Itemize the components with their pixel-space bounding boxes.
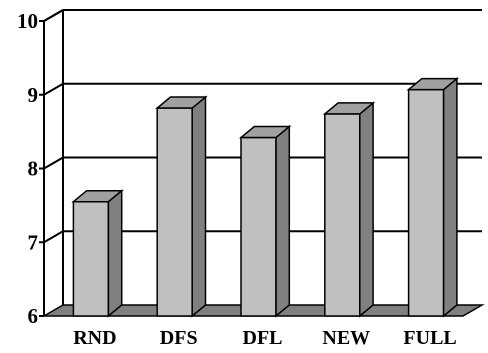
- x-tick-label: DFL: [243, 327, 283, 349]
- bar: [155, 95, 208, 318]
- y-tick-label: 9: [28, 83, 39, 107]
- bar-top: [238, 125, 292, 139]
- bar: [71, 189, 124, 318]
- y-tick-label: 10: [17, 9, 38, 33]
- bar-top: [155, 96, 208, 109]
- y-tick-label: 7: [28, 230, 39, 254]
- bar-top: [322, 102, 376, 115]
- x-tick-labels: RND DFS DFL NEW FULL: [73, 327, 457, 349]
- gridline-side: [43, 82, 64, 96]
- bar-side: [275, 124, 291, 318]
- bar-front: [72, 200, 110, 317]
- bars: [71, 76, 459, 318]
- y-tick-labels: 6 7 8 9 10: [17, 9, 44, 328]
- bar-front: [324, 113, 361, 317]
- x-tick-label: RND: [73, 327, 116, 349]
- bar-side: [442, 76, 458, 318]
- bar: [238, 124, 292, 318]
- gridline-side: [43, 156, 64, 170]
- bar: [322, 101, 376, 318]
- bar-front: [407, 88, 445, 317]
- bar-side: [191, 95, 207, 318]
- bar-top: [71, 189, 124, 203]
- bar-side: [359, 101, 374, 318]
- bar: [406, 76, 459, 318]
- gridline-side: [43, 230, 64, 244]
- bar-top: [406, 77, 459, 91]
- x-tick-label: FULL: [403, 327, 456, 349]
- y-tick-label: 6: [28, 304, 39, 328]
- x-tick-label: NEW: [322, 327, 370, 349]
- y-tick-label: 8: [28, 157, 39, 181]
- y-axis-top-line: [43, 9, 64, 22]
- bar-side: [107, 189, 123, 318]
- x-tick-label: DFS: [160, 327, 198, 349]
- bar-front: [156, 107, 193, 317]
- bar-front: [240, 136, 277, 317]
